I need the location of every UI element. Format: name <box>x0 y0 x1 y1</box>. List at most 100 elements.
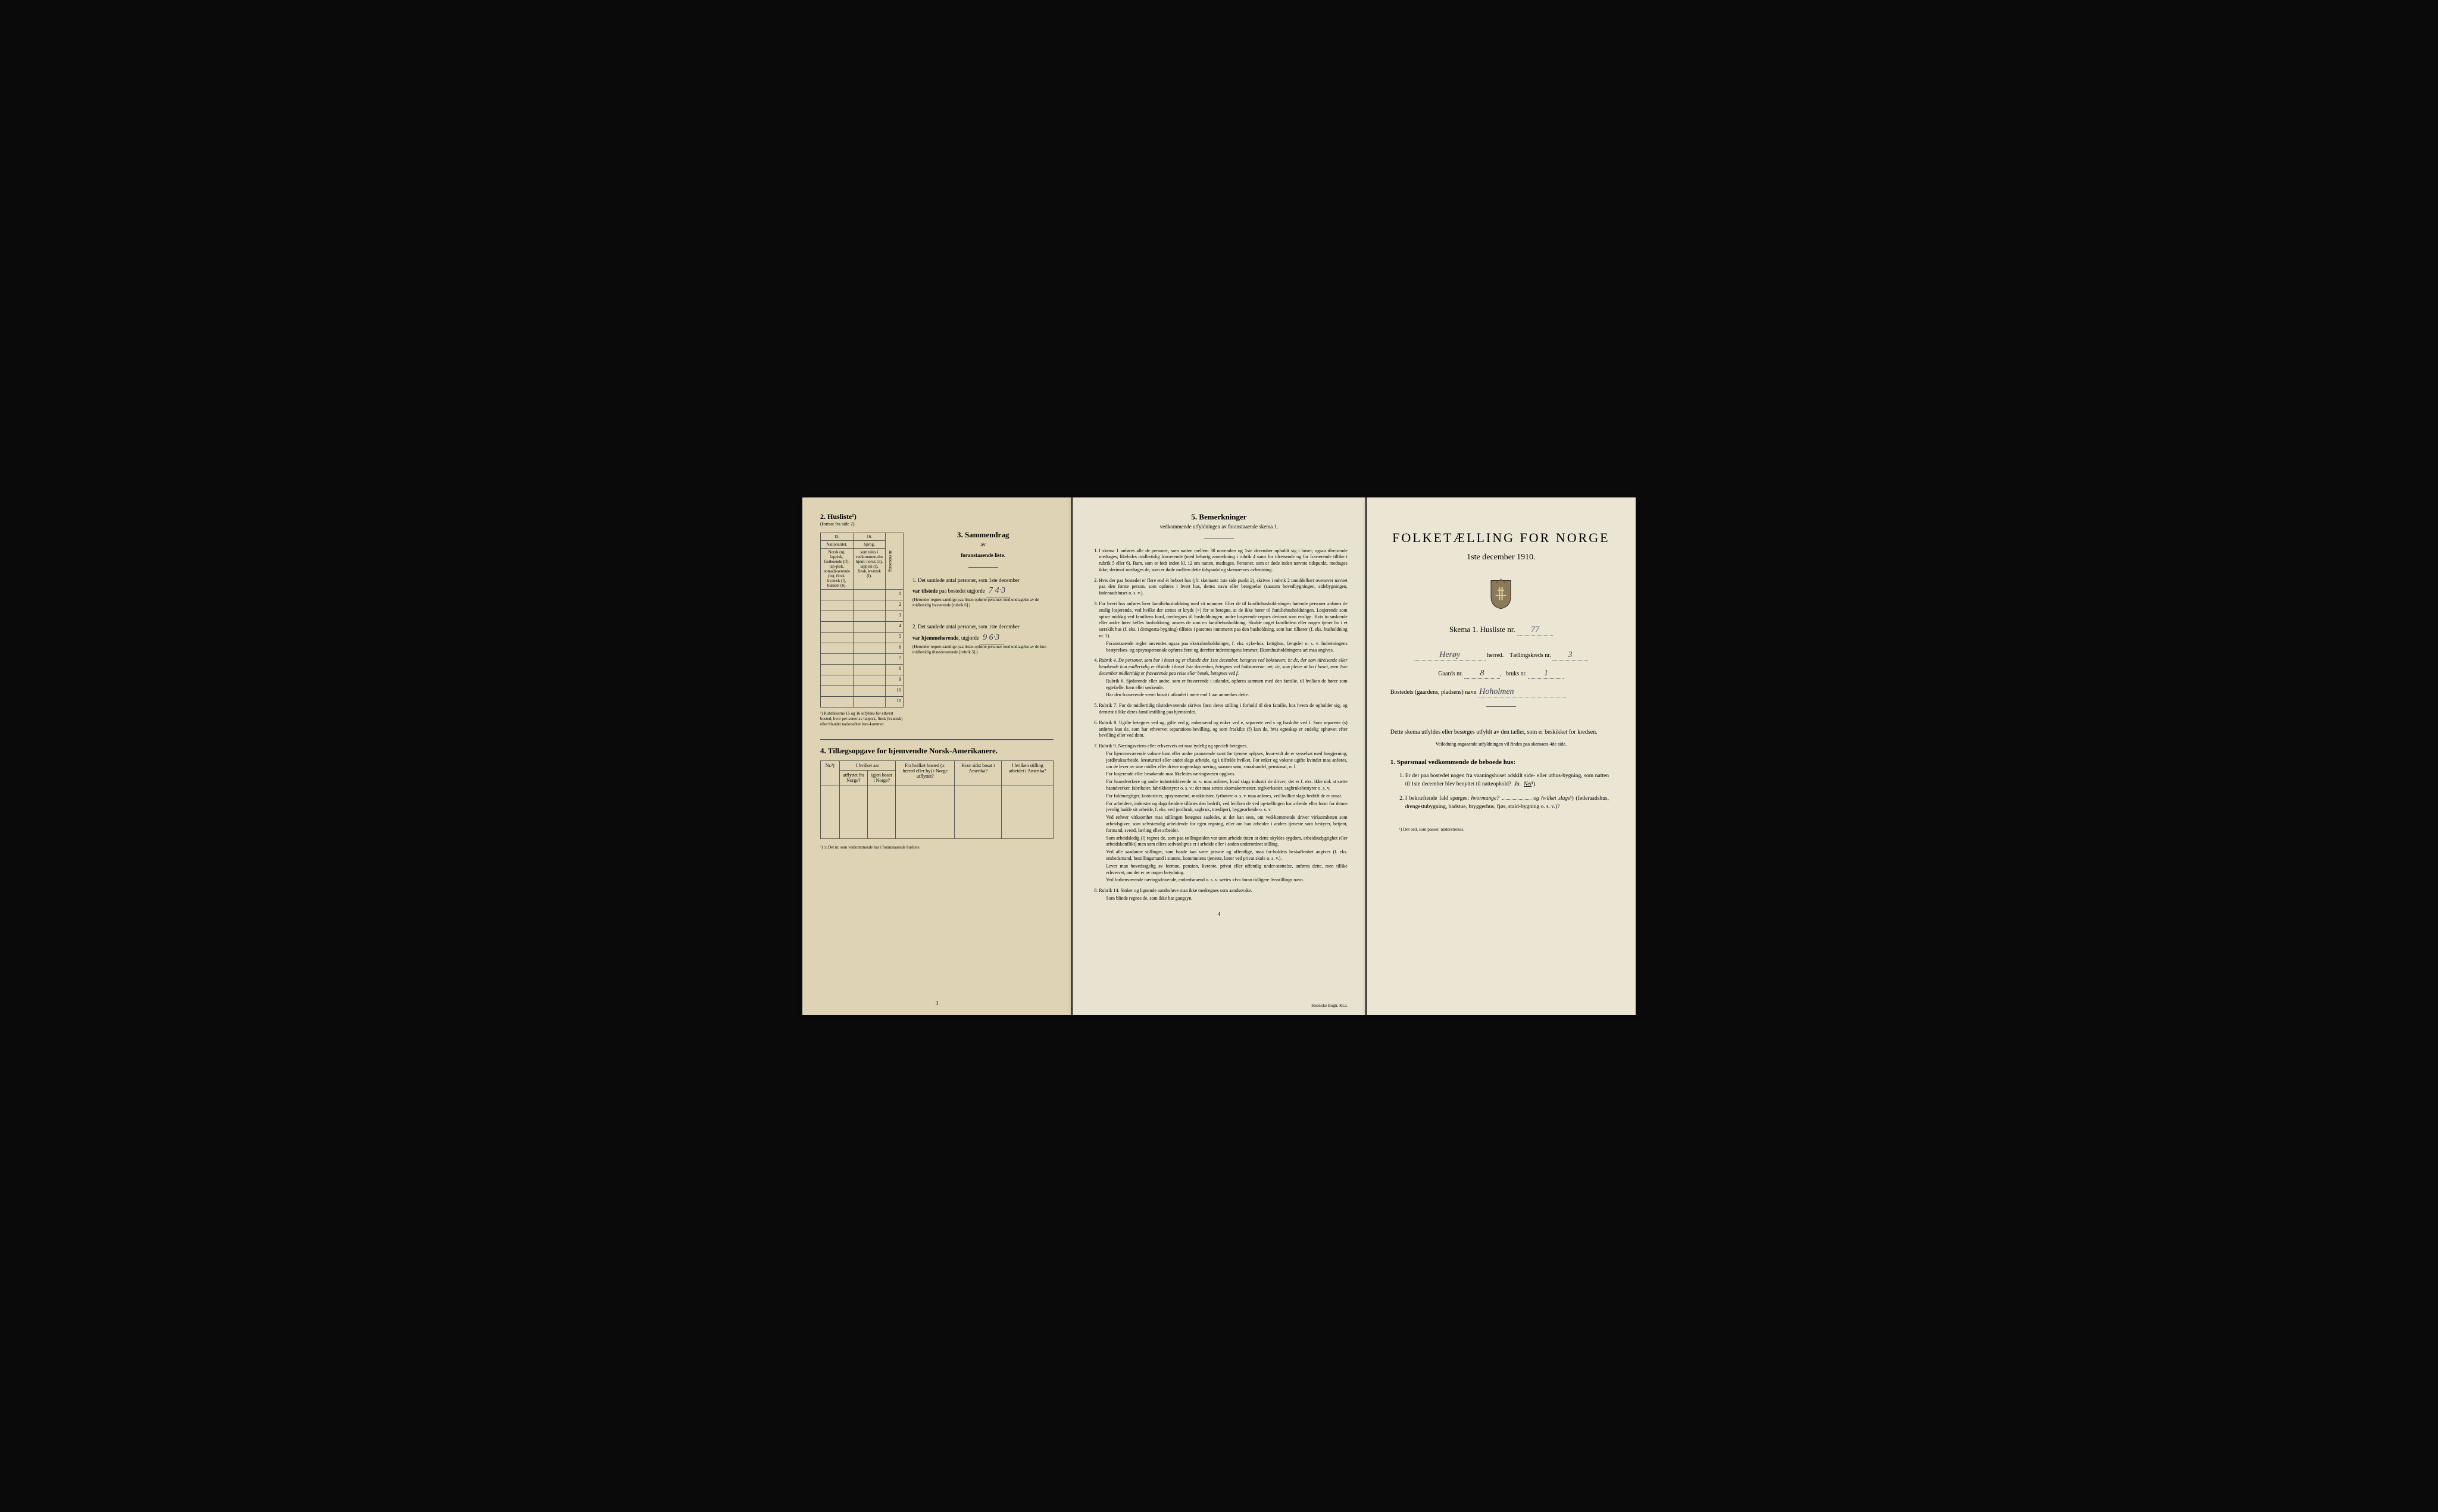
printer: Steen'ske Bogtr. Kr.a. <box>1311 1003 1348 1008</box>
remark-3-extra: Foranstaaende regler anvendes ogsaa paa … <box>1099 641 1347 654</box>
q1-ja: Ja. <box>1514 781 1521 787</box>
sammendrag-av: av <box>912 541 1054 547</box>
divider <box>820 739 1054 740</box>
row-6: 6 <box>886 643 904 653</box>
page-4: 5. Bemerkninger vedkommende utfyldningen… <box>1073 497 1365 1015</box>
tcol-stilling: I hvilken stilling arbeidet i Amerika? <box>1002 760 1054 785</box>
r9-p4: For fuldmægtiger, kontorister, opsynsmæn… <box>1099 793 1347 800</box>
remark-8: Rubrik 14. Sinker og lignende aandssløve… <box>1099 888 1347 902</box>
remarks-list: I skema 1 anføres alle de personer, som … <box>1090 548 1347 902</box>
gaards-value: 8 <box>1464 669 1500 679</box>
remark-6: Rubrik 8. Ugifte betegnes ved ug, gifte … <box>1099 720 1347 739</box>
sub-nationality: Norsk (n), lappisk, fastboende (lf), lap… <box>821 548 854 589</box>
husliste-section: 2. Husliste¹) (fortsat fra side 2). 15. … <box>820 512 904 727</box>
bemerkninger-sub: vedkommende utfyldningen av foranstaaend… <box>1090 524 1347 530</box>
rubric-note: ¹) Rubrikkerne 15 og 16 utfyldes for eth… <box>820 711 904 727</box>
row-5: 5 <box>886 632 904 643</box>
row-10: 10 <box>886 685 904 696</box>
r9-p2: For losjerende eller besøkende maa likel… <box>1099 771 1347 778</box>
page-3: 2. Husliste¹) (fortsat fra side 2). 15. … <box>802 497 1071 1015</box>
q1-sup: ¹). <box>1531 781 1536 787</box>
tcol-hvor: Hvor sidst bosat i Amerika? <box>955 760 1002 785</box>
coat-of-arms-icon <box>1487 577 1514 610</box>
gaards-line: Gaards nr. 8, bruks nr. 1 <box>1384 669 1618 679</box>
item2-text: , utgjorde <box>958 635 979 641</box>
questions: 1. Spørsmaal vedkommende de beboede hus:… <box>1384 759 1618 812</box>
rubrik6-extra: Har den fraværende været bosat i utlande… <box>1099 692 1347 699</box>
r9-p8: Ved alle saadanne stillinger, som baade … <box>1099 849 1347 862</box>
head-nationality: Nationalitet. <box>821 540 854 548</box>
tcol-fra: Fra hvilket bosted (ɔ: herred eller by) … <box>896 760 955 785</box>
bosted-line: Bostedets (gaardens, pladsens) navn Hoho… <box>1384 687 1618 697</box>
row-7: 7 <box>886 653 904 664</box>
item1-value: 7 4·3 <box>986 584 1010 597</box>
nationality-table: 15. 16. Personens nr. Nationalitet. Spro… <box>820 533 904 708</box>
item2-value: 9 6·3 <box>980 631 1004 644</box>
row-11: 11 <box>886 696 904 707</box>
tillagg-table: Nr.²) I hvilket aar Fra hvilket bosted (… <box>820 760 1054 839</box>
right-footnote: ¹) Det ord, som passer, understrekes. <box>1384 827 1618 832</box>
row-8: 8 <box>886 664 904 675</box>
remark-1: I skema 1 anføres alle de personer, som … <box>1099 548 1347 574</box>
remark-2: Hvis der paa bostedet er flere end ét be… <box>1099 578 1347 597</box>
document-spread: 2. Husliste¹) (fortsat fra side 2). 1 5. … <box>802 497 1636 1015</box>
husliste-sub: (fortsat fra side 2). <box>820 521 904 527</box>
remark-3: For hvert hus anføres hver familiehushol… <box>1099 601 1347 653</box>
summary-item-2: 2. Det samlede antal personer, som 1ste … <box>912 623 1054 655</box>
row-3: 3 <box>886 611 904 621</box>
herred-line: Herøy herred. Tællingskreds nr. 3 <box>1384 650 1618 660</box>
sammendrag-section: 3. Sammendrag av foranstaaende liste. 1.… <box>912 512 1054 727</box>
r9-p5: For arbeidere, inderster og dagarbeidere… <box>1099 801 1347 814</box>
husliste-title: Husliste¹) <box>827 512 857 521</box>
tcol-nr: Nr.²) <box>821 760 840 785</box>
bemerkninger-title: 5. Bemerkninger <box>1090 512 1347 522</box>
r9-p3: For haandverkere og andre industridriven… <box>1099 779 1347 792</box>
rubrik6: Rubrik 6. Sjøfarende eller andre, som er… <box>1099 678 1347 691</box>
row-1: 1 <box>886 589 904 600</box>
row-2: 2 <box>886 600 904 611</box>
r9-p9: Lever man hovedsagelig av formue, pensio… <box>1099 863 1347 876</box>
item1-label: 1. Det samlede antal personer, som 1ste … <box>912 577 1054 585</box>
q1-nei: Nei <box>1524 781 1531 787</box>
item2-note: (Herunder regnes samtlige paa listen opf… <box>912 644 1054 655</box>
tillagg-footnote: ²) ɔ: Det nr. som vedkommende har i fora… <box>820 845 1054 850</box>
r9-p7: Som arbeidsledig (l) regnes de, som paa … <box>1099 835 1347 849</box>
r9-p1: For hjemmeværende voksne barn eller andr… <box>1099 751 1347 770</box>
item2-label: 2. Det samlede antal personer, som 1ste … <box>912 623 1054 631</box>
bosted-value: Hoholmen <box>1478 687 1567 697</box>
remark-4: Rubrik 4. De personer, som bor i huset o… <box>1099 658 1347 699</box>
item1-note: (Herunder regnes samtlige paa listen opf… <box>912 597 1054 608</box>
page-num-3: 3 <box>936 1000 939 1006</box>
sammendrag-title: 3. Sammendrag <box>912 530 1054 540</box>
tcol-bosat: igjen bosat i Norge? <box>868 770 896 785</box>
rubrik14-extra: Som blinde regnes de, som ikke har gangs… <box>1099 896 1347 902</box>
skema-value: 77 <box>1517 625 1553 636</box>
row-9: 9 <box>886 675 904 685</box>
husliste-num: 2. <box>820 512 826 521</box>
sub-language: som tales i vedkommen-des hjem: norsk (n… <box>853 548 886 589</box>
item1-bold: var tilstede <box>912 588 938 594</box>
census-date: 1ste december 1910. <box>1384 553 1618 562</box>
page-num-4: 4 <box>1090 911 1347 917</box>
census-title: FOLKETÆLLING FOR NORGE <box>1384 530 1618 546</box>
remark-5: Rubrik 7. For de midlertidig tilstedevær… <box>1099 703 1347 716</box>
tcol-utflyttet: utflyttet fra Norge? <box>839 770 867 785</box>
herred-value: Herøy <box>1414 650 1486 660</box>
question-2: I bekræftende fald spørges: hvormange? o… <box>1405 794 1618 812</box>
r9-p6: Ved enhver virksomhet maa stillingen bet… <box>1099 815 1347 834</box>
item1-text: paa bostedet utgjorde <box>938 588 985 594</box>
separator-r <box>1486 706 1516 707</box>
tcol-aar: I hvilket aar <box>839 760 896 770</box>
tillagg-title: 4. Tillægsopgave for hjemvendte Norsk-Am… <box>820 746 1054 756</box>
sammendrag-sub: foranstaaende liste. <box>912 552 1054 558</box>
remark-7: Rubrik 9. Næringsveiens eller erhvervets… <box>1099 743 1347 884</box>
separator <box>968 567 998 568</box>
col-16: 16. <box>853 533 886 540</box>
col-15: 15. <box>821 533 854 540</box>
skema-line: Skema 1. Husliste nr. 77 <box>1384 625 1618 636</box>
kreds-value: 3 <box>1552 650 1588 660</box>
intro-sub: Veiledning angaaende utfyldningen vil fi… <box>1384 741 1618 747</box>
q-header: 1. Spørsmaal vedkommende de beboede hus: <box>1390 759 1612 766</box>
bruks-value: 1 <box>1528 669 1564 679</box>
col-person-nr: Personens nr. <box>886 533 904 589</box>
